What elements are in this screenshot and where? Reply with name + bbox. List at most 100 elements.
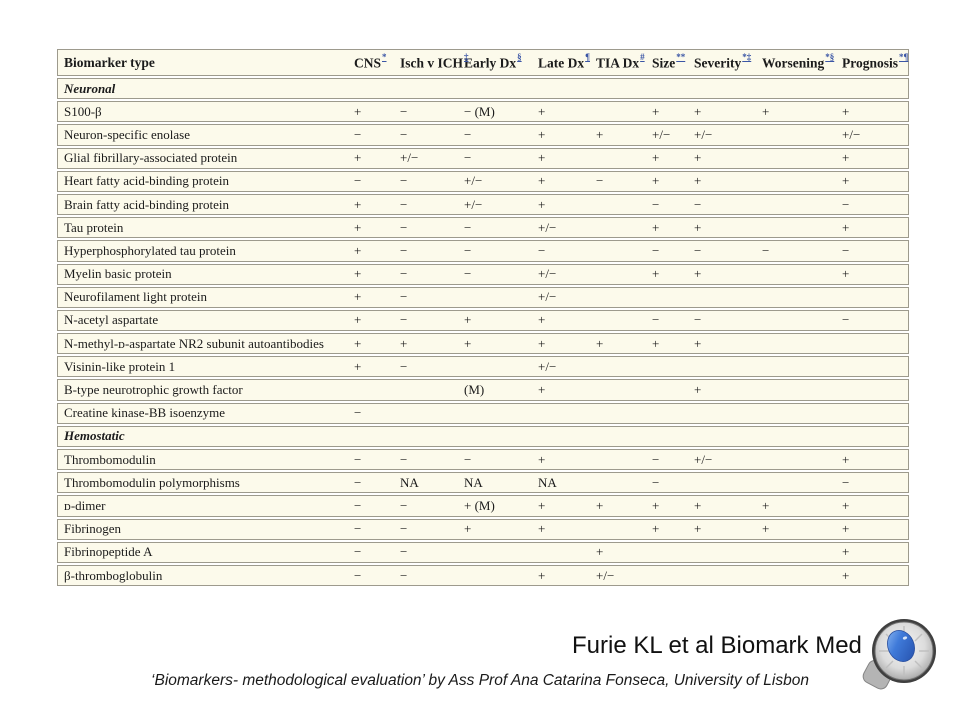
value-cell: − — [354, 126, 362, 142]
value-cell: + — [652, 335, 660, 351]
table-row: N-methyl-ᴅ-aspartate NR2 subunit autoant… — [57, 333, 909, 355]
value-cell: − — [842, 312, 850, 328]
value-cell: − — [400, 219, 408, 235]
table-row: Thrombomodulin polymorphisms − NA NA NA − − — [57, 472, 909, 494]
biomarker-name: Fibrinopeptide A — [64, 544, 153, 560]
value-cell: + — [354, 196, 362, 212]
value-cell: + — [538, 335, 546, 351]
value-cell: − — [464, 150, 472, 166]
value-cell: − — [652, 474, 660, 490]
value-cell: − — [652, 242, 660, 258]
biomarker-name: Neurofilament light protein — [64, 289, 207, 305]
value-cell: +/− — [694, 451, 713, 467]
table-row: Fibrinopeptide A − − + + — [57, 541, 909, 563]
value-cell: + — [842, 451, 850, 467]
value-cell: − — [400, 242, 408, 258]
value-cell: + — [538, 382, 546, 398]
value-cell: + — [694, 497, 702, 513]
table-row: Glial fibrillary-associated protein + +/− −… — [57, 147, 909, 169]
value-cell: +/− — [538, 289, 557, 305]
value-cell: +/− — [538, 266, 557, 282]
value-cell: +/− — [464, 173, 483, 189]
value-cell: − — [694, 196, 702, 212]
footnote-marker: *‡ — [742, 51, 752, 62]
value-cell: − (M) — [464, 103, 495, 119]
column-header-tia-dx: TIA Dx# — [596, 51, 645, 71]
value-cell: + — [354, 266, 362, 282]
value-cell: − — [354, 405, 362, 421]
value-cell: + — [464, 335, 472, 351]
value-cell: − — [842, 242, 850, 258]
biomarker-name: Glial fibrillary-associated protein — [64, 150, 238, 166]
value-cell: + — [842, 497, 850, 513]
value-cell: − — [400, 173, 408, 189]
value-cell: − — [400, 312, 408, 328]
value-cell: + — [538, 196, 546, 212]
value-cell: + — [652, 103, 660, 119]
value-cell: + — [596, 544, 604, 560]
value-cell: + — [842, 103, 850, 119]
value-cell: + — [354, 312, 362, 328]
value-cell: + — [596, 126, 604, 142]
biomarker-name: Neuron-specific enolase — [64, 126, 190, 142]
biomarker-name: Hyperphosphorylated tau protein — [64, 242, 236, 258]
value-cell: − — [400, 497, 408, 513]
biomarker-name: ᴅ-dimer — [64, 497, 106, 513]
biomarker-name: Thrombomodulin polymorphisms — [64, 474, 240, 490]
biomarker-name: Tau protein — [64, 219, 124, 235]
column-header-cns: CNS* — [354, 51, 387, 71]
biomarker-name: Heart fatty acid-binding protein — [64, 173, 229, 189]
table-row: Heart fatty acid-binding protein − − +/− + − +… — [57, 170, 909, 192]
value-cell: +/− — [694, 126, 713, 142]
footnote-marker: ** — [676, 51, 686, 62]
column-header-size: Size** — [652, 51, 686, 71]
biomarker-name: Myelin basic protein — [64, 266, 172, 282]
value-cell: − — [464, 242, 472, 258]
value-cell: +/− — [538, 219, 557, 235]
value-cell: − — [652, 451, 660, 467]
value-cell: +/− — [596, 567, 615, 583]
value-cell: − — [538, 242, 546, 258]
value-cell: NA — [464, 474, 483, 490]
value-cell: + — [596, 497, 604, 513]
value-cell: + — [842, 544, 850, 560]
value-cell: + — [694, 103, 702, 119]
value-cell: − — [464, 451, 472, 467]
footnote-marker: *§ — [825, 51, 835, 62]
biomarker-name: B-type neurotrophic growth factor — [64, 382, 243, 398]
value-cell: + — [354, 335, 362, 351]
value-cell: +/− — [652, 126, 671, 142]
value-cell: +/− — [538, 358, 557, 374]
table-row: ᴅ-dimer − − + (M) + + + + + + — [57, 495, 909, 517]
value-cell: + — [652, 266, 660, 282]
value-cell: + — [762, 103, 770, 119]
footer-caption: ‘Biomarkers- methodological evaluation’ … — [151, 672, 809, 689]
value-cell: − — [400, 196, 408, 212]
footnote-marker: ‡ — [464, 51, 469, 62]
value-cell: − — [464, 219, 472, 235]
biomarker-table: Biomarker type CNS* Isch v ICH‡ Early Dx§ La… — [57, 49, 909, 588]
value-cell: + — [538, 497, 546, 513]
value-cell: + — [694, 335, 702, 351]
column-header-isch-v-ich: Isch v ICH‡ — [400, 51, 469, 71]
biomarker-name: Thrombomodulin — [64, 451, 156, 467]
biomarker-name: Creatine kinase-BB isoenzyme — [64, 405, 226, 421]
value-cell: − — [354, 567, 362, 583]
table-row: Neuron-specific enolase − − − + + +/− +/− +/− — [57, 124, 909, 146]
value-cell: + — [652, 521, 660, 537]
value-cell: + — [842, 567, 850, 583]
biomarker-name: Brain fatty acid-binding protein — [64, 196, 229, 212]
value-cell: − — [400, 289, 408, 305]
value-cell: + — [354, 103, 362, 119]
table-row: β-thromboglobulin − − + +/− + — [57, 564, 909, 587]
speaker-audio-icon[interactable] — [862, 610, 940, 696]
value-cell: − — [354, 544, 362, 560]
value-cell: − — [842, 474, 850, 490]
biomarker-name: β-thromboglobulin — [64, 567, 163, 583]
table-row: Visinin-like protein 1 + − +/− — [57, 356, 909, 378]
value-cell: + — [538, 126, 546, 142]
table-row: Thrombomodulin − − − + − +/− + — [57, 449, 909, 471]
value-cell: + — [538, 173, 546, 189]
value-cell: − — [652, 312, 660, 328]
